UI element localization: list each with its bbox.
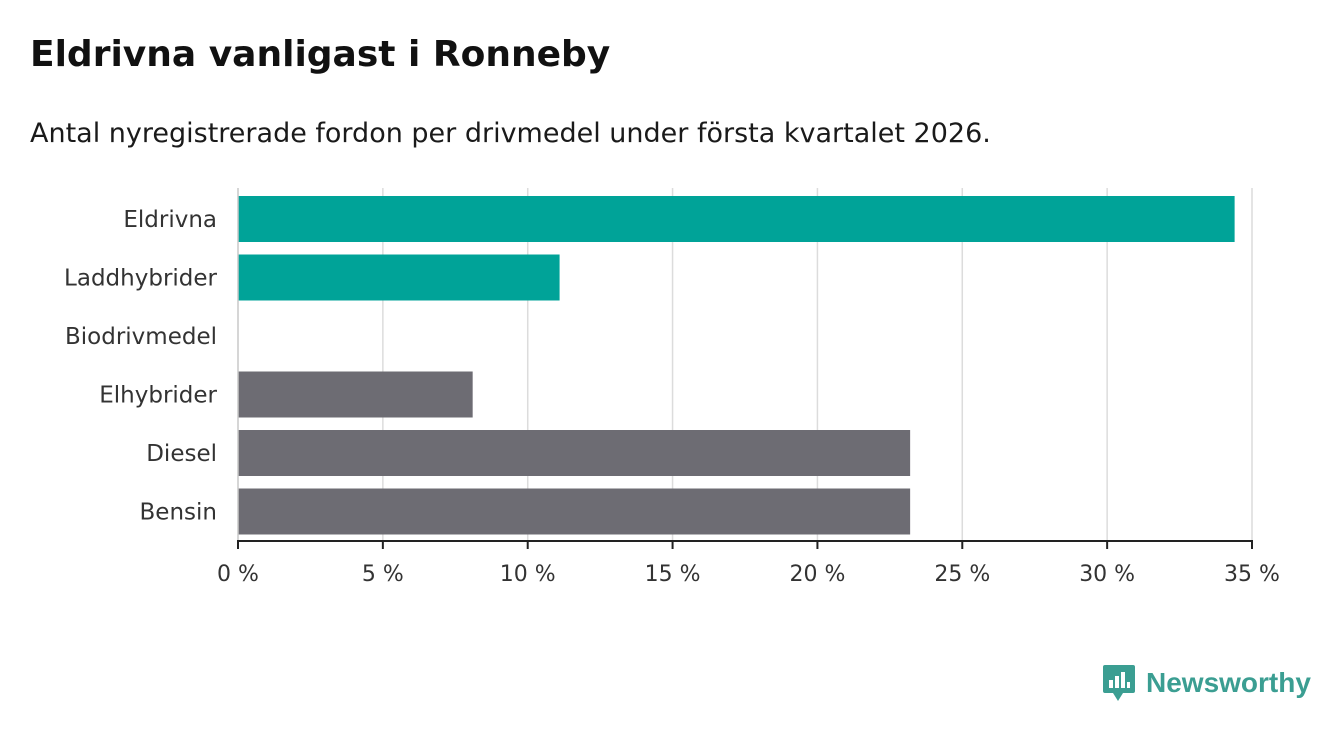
gridlines bbox=[382, 188, 1253, 541]
bar-elhybrider bbox=[238, 371, 473, 418]
x-tick-label: 25 % bbox=[934, 562, 990, 587]
category-label: Bensin bbox=[140, 500, 217, 526]
x-tick-label: 30 % bbox=[1079, 562, 1135, 587]
chart-title: Eldrivna vanligast i Ronneby bbox=[30, 34, 611, 75]
x-axis: 0 % 5 % 10 % 15 % 20 % 25 % 30 % 35 % bbox=[217, 188, 1280, 587]
x-tick-label: 5 % bbox=[362, 562, 404, 587]
chart-subtitle: Antal nyregistrerade fordon per drivmede… bbox=[30, 118, 991, 149]
x-tick-label: 0 % bbox=[217, 562, 259, 587]
bar-bensin bbox=[238, 488, 911, 535]
bar-laddhybrider bbox=[238, 254, 560, 301]
category-labels: Eldrivna Laddhybrider Biodrivmedel Elhybrid… bbox=[64, 207, 217, 526]
category-label: Biodrivmedel bbox=[65, 324, 217, 350]
category-label: Elhybrider bbox=[99, 383, 217, 409]
x-tick-label: 15 % bbox=[645, 562, 701, 587]
bars bbox=[238, 196, 1235, 535]
category-label: Eldrivna bbox=[123, 207, 217, 233]
bar-eldrivna bbox=[238, 196, 1235, 242]
x-tick-label: 10 % bbox=[500, 562, 556, 587]
x-tick-label: 20 % bbox=[789, 562, 845, 587]
category-label: Diesel bbox=[146, 441, 217, 467]
newsworthy-logo-icon bbox=[1103, 665, 1135, 701]
newsworthy-logo: Newsworthy bbox=[1102, 662, 1311, 704]
bar-diesel bbox=[238, 430, 911, 476]
brand-name: Newsworthy bbox=[1146, 667, 1311, 698]
x-tick-label: 35 % bbox=[1224, 562, 1280, 587]
category-label: Laddhybrider bbox=[64, 266, 217, 292]
